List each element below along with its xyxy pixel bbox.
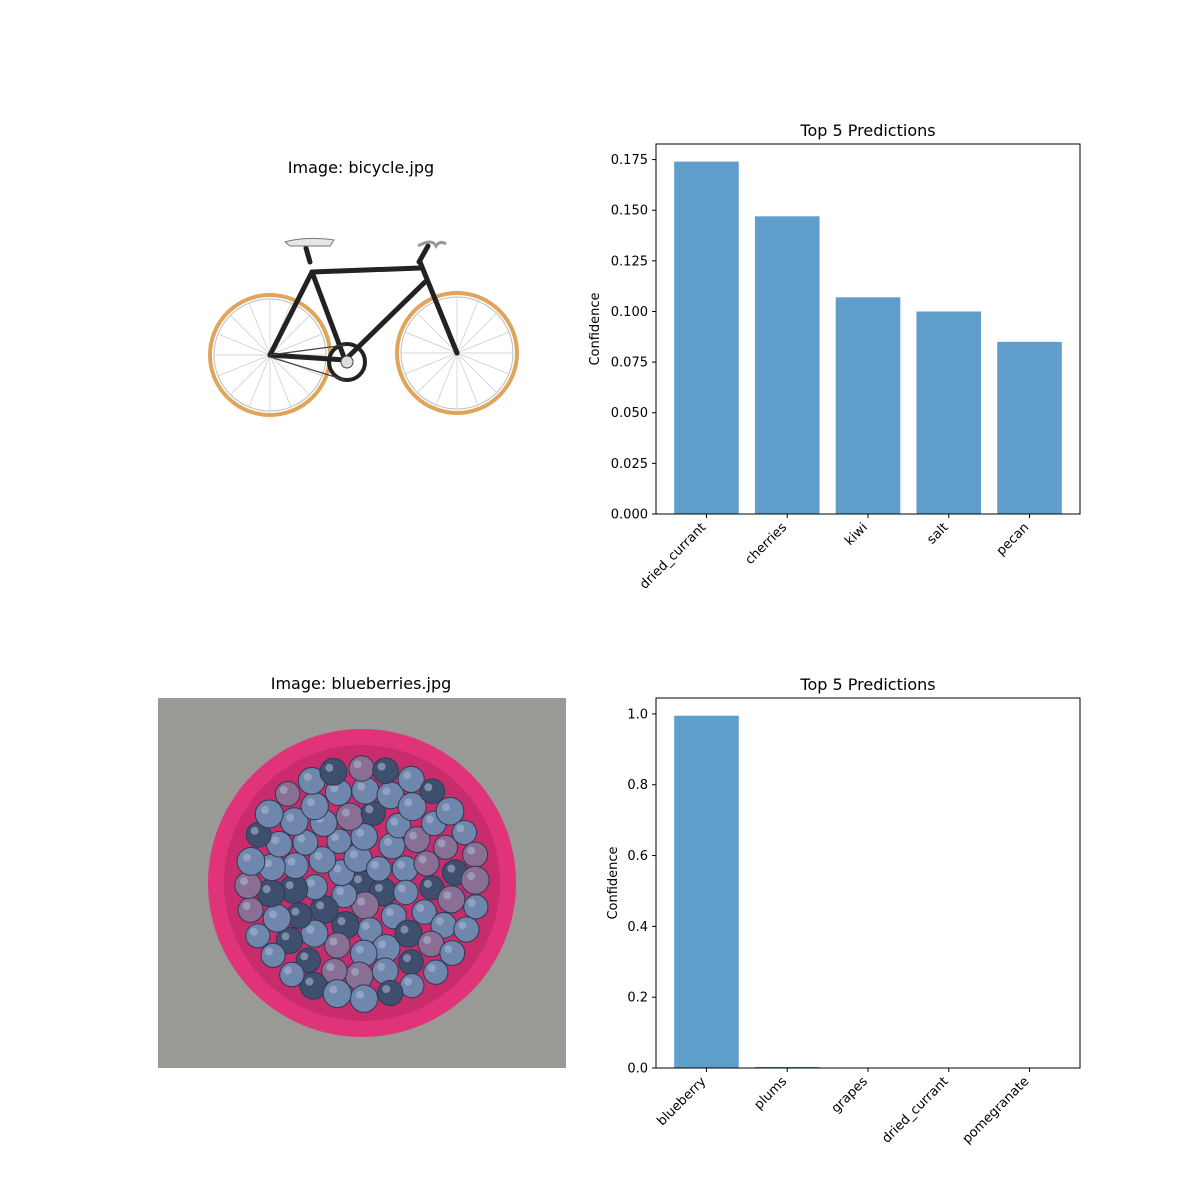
predictions-chart-bicycle: dried_currant cherries kiwi salt pecan 0.000 0…	[588, 121, 1081, 592]
predictions-chart-blueberries: blueberry plums grapes dried_currant pomegra…	[606, 675, 1081, 1147]
x-tick-label: pecan	[994, 520, 1033, 559]
chainring	[327, 342, 367, 382]
blueberry	[439, 940, 466, 966]
bar	[674, 161, 739, 514]
x-tick-label: blueberry	[654, 1074, 709, 1129]
bar	[754, 216, 820, 515]
blueberry	[393, 879, 419, 906]
blueberry	[348, 755, 375, 782]
bike-frame	[267, 243, 460, 363]
image-title-blueberries: Image: blueberries.jpg	[270, 674, 452, 693]
blueberry	[281, 852, 309, 880]
blueberry	[371, 957, 399, 985]
blueberry	[372, 757, 399, 784]
x-tick-label: pomegranate	[960, 1074, 1033, 1147]
blueberry	[462, 841, 489, 868]
y-tick-label: 0.125	[611, 254, 648, 269]
blueberry	[399, 973, 425, 999]
blueberry	[349, 984, 379, 1013]
y-tick-label: 1.0	[627, 707, 648, 722]
blueberry	[451, 819, 478, 846]
saddle	[283, 237, 335, 247]
blueberry	[351, 776, 380, 805]
blueberry	[260, 942, 286, 968]
blueberry	[319, 757, 348, 786]
blueberry	[274, 781, 301, 807]
y-tick-label: 0.2	[627, 991, 648, 1006]
bicycle-image	[208, 237, 519, 417]
y-tick-label: 0.0	[627, 1062, 648, 1077]
blueberry	[463, 894, 489, 920]
y-tick-label: 0.025	[611, 457, 648, 472]
blueberries	[234, 755, 490, 1013]
blueberry	[236, 847, 266, 876]
chart-title: Top 5 Predictions	[799, 121, 935, 140]
blueberry	[279, 961, 305, 988]
y-tick-label: 0.4	[627, 920, 648, 935]
bar	[674, 715, 739, 1068]
y-tick-label: 0.175	[611, 153, 648, 168]
y-axis-label: Confidence	[606, 846, 621, 919]
blueberry	[398, 949, 424, 975]
blueberry	[322, 979, 352, 1009]
blueberries-image	[158, 698, 566, 1068]
axes-frame	[655, 697, 1081, 1069]
x-tick-label: kiwi	[842, 520, 871, 549]
bar	[754, 1066, 820, 1068]
blueberry	[365, 856, 392, 882]
y-tick-label: 0.8	[627, 778, 648, 793]
blueberry	[254, 799, 284, 829]
blueberry	[460, 865, 490, 895]
y-tick-label: 0.075	[611, 356, 648, 371]
chart-title: Top 5 Predictions	[799, 675, 935, 694]
bar	[997, 341, 1062, 514]
y-tick-label: 0.6	[627, 849, 648, 864]
blueberry	[437, 885, 466, 914]
x-tick-label: dried_currant	[637, 520, 709, 592]
y-tick-label: 0.050	[611, 406, 648, 421]
blueberry	[237, 896, 264, 923]
blueberry	[435, 796, 465, 826]
y-axis-label: Confidence	[588, 292, 603, 365]
blueberry	[335, 802, 365, 831]
bar	[916, 311, 982, 514]
x-tick-label: grapes	[829, 1074, 871, 1116]
blueberry	[453, 916, 480, 943]
x-tick-label: plums	[751, 1074, 790, 1113]
y-tick-label: 0.000	[611, 508, 648, 523]
image-title-bicycle: Image: bicycle.jpg	[287, 158, 435, 177]
y-tick-label: 0.100	[611, 305, 648, 320]
x-tick-label: dried_currant	[879, 1074, 951, 1146]
handlebar	[417, 240, 447, 249]
blueberry	[419, 778, 446, 805]
blueberry	[300, 791, 329, 821]
blueberry	[423, 959, 449, 985]
blueberry	[324, 932, 351, 959]
blueberry	[234, 871, 262, 899]
x-tick-label: cherries	[743, 520, 791, 568]
bar	[835, 297, 901, 514]
y-tick-label: 0.150	[611, 204, 648, 219]
blueberry	[245, 923, 271, 949]
blueberry	[377, 979, 404, 1007]
x-tick-label: salt	[924, 520, 951, 547]
axes-frame	[655, 143, 1081, 515]
